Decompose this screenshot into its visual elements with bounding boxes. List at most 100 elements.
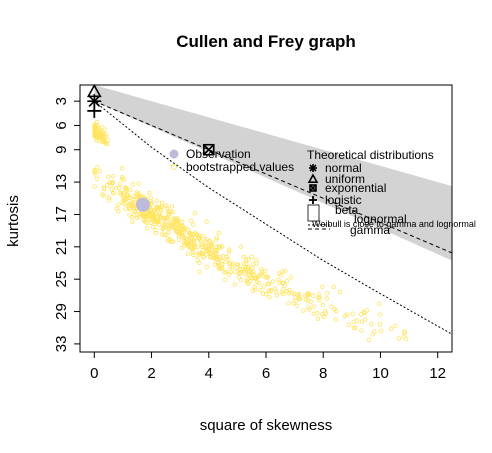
bootstrap-point bbox=[329, 304, 334, 309]
bootstrap-point bbox=[195, 244, 200, 250]
y-tick-label: 29 bbox=[53, 303, 70, 320]
bootstrap-point bbox=[109, 181, 114, 186]
bootstrap-point bbox=[114, 206, 119, 211]
bootstrap-point bbox=[344, 312, 350, 317]
bootstrap-point bbox=[113, 186, 119, 191]
bootstrap-point bbox=[266, 281, 272, 287]
y-tick-label: 21 bbox=[53, 238, 70, 255]
bootstrap-point bbox=[93, 124, 98, 130]
y-tick-label: 17 bbox=[53, 206, 70, 223]
bootstrap-point bbox=[385, 359, 389, 363]
bootstrap-point bbox=[166, 224, 171, 230]
legend-beta-label: beta bbox=[335, 203, 359, 217]
bootstrap-point bbox=[237, 266, 242, 272]
bootstrap-point bbox=[232, 282, 238, 287]
bootstrap-point bbox=[317, 298, 322, 303]
bootstrap-point bbox=[104, 141, 109, 147]
lognormal-curve bbox=[93, 100, 452, 335]
bootstrap-point bbox=[186, 227, 191, 233]
bootstrap-point bbox=[101, 193, 106, 199]
bootstrap-point bbox=[154, 198, 160, 204]
x-tick-label: 2 bbox=[147, 365, 155, 382]
bootstrap-point bbox=[321, 314, 326, 319]
bootstrap-point bbox=[121, 195, 126, 201]
bootstrap-point bbox=[296, 296, 302, 301]
bootstrap-point bbox=[117, 186, 122, 191]
bootstrap-point bbox=[204, 219, 209, 224]
y-axis-label: kurtosis bbox=[5, 195, 22, 247]
bootstrap-point bbox=[153, 221, 158, 227]
bootstrap-point bbox=[241, 254, 247, 260]
bootstrap-point bbox=[279, 273, 284, 278]
bootstrap-point bbox=[226, 272, 232, 277]
bootstrap-point bbox=[154, 204, 159, 210]
bootstrap-point bbox=[263, 291, 269, 297]
bootstrap-point bbox=[170, 216, 176, 222]
bootstrap-point bbox=[143, 219, 148, 224]
bootstrap-point bbox=[306, 291, 311, 297]
bootstrap-point bbox=[123, 206, 128, 212]
bootstrap-point bbox=[157, 210, 162, 216]
legend-theoretical-title: Theoretical distributions bbox=[307, 148, 434, 162]
bootstrap-point bbox=[362, 310, 367, 316]
bootstrap-point bbox=[180, 223, 185, 228]
bootstrap-point bbox=[169, 204, 175, 209]
bootstrap-point bbox=[246, 264, 251, 270]
bootstrap-point bbox=[158, 215, 163, 220]
bootstrap-point bbox=[238, 277, 244, 283]
bootstrap-point bbox=[95, 176, 100, 182]
bootstrap-point bbox=[216, 230, 222, 236]
bootstrap-point bbox=[227, 249, 232, 254]
bootstrap-point bbox=[94, 119, 100, 125]
bootstrap-point bbox=[119, 166, 125, 171]
legend-exponential-label: exponential bbox=[325, 181, 386, 195]
bootstrap-point bbox=[153, 230, 158, 236]
bootstrap-point bbox=[147, 211, 152, 216]
bootstrap-point bbox=[186, 243, 192, 249]
bootstrap-point bbox=[359, 319, 365, 324]
bootstrap-point bbox=[101, 186, 107, 191]
bootstrap-point bbox=[250, 265, 255, 270]
bootstrap-point bbox=[368, 322, 374, 327]
bootstrap-point bbox=[157, 218, 163, 223]
bootstrap-point bbox=[130, 219, 135, 224]
bootstrap-point bbox=[307, 307, 312, 312]
bootstrap-point bbox=[106, 174, 111, 180]
legend-observation-symbol bbox=[169, 149, 179, 159]
bootstrap-point bbox=[268, 287, 273, 293]
bootstrap-point bbox=[362, 317, 368, 322]
observation-point bbox=[135, 197, 150, 212]
bootstrap-point bbox=[286, 290, 292, 296]
bootstrap-point bbox=[128, 207, 133, 212]
bootstrap-point bbox=[400, 353, 404, 357]
legend-layer: Observation bootstrapped values Theoreti… bbox=[169, 147, 476, 237]
bootstrap-point bbox=[230, 265, 235, 270]
bootstrap-point bbox=[181, 230, 186, 235]
bootstrap-point bbox=[104, 183, 110, 188]
reference-lines-layer bbox=[93, 100, 452, 335]
bootstrap-point bbox=[153, 227, 158, 233]
bootstrap-point bbox=[346, 322, 351, 327]
bootstrap-point bbox=[378, 312, 383, 317]
bootstrap-point bbox=[170, 209, 176, 215]
bootstrap-point bbox=[192, 210, 197, 216]
bootstrap-point bbox=[443, 355, 447, 359]
bootstrap-point bbox=[265, 274, 270, 279]
bootstrap-point bbox=[92, 123, 97, 129]
bootstrap-point bbox=[92, 169, 97, 174]
bootstrap-point bbox=[396, 336, 402, 341]
bootstrap-point bbox=[109, 186, 114, 192]
bootstrap-point bbox=[276, 277, 281, 283]
theoretical-markers-layer bbox=[86, 83, 215, 212]
bootstrap-point bbox=[227, 264, 233, 270]
bootstrap-point bbox=[289, 291, 295, 296]
bootstrap-point bbox=[155, 205, 160, 210]
bootstrap-point bbox=[263, 268, 268, 274]
bootstrap-point bbox=[197, 269, 202, 275]
bootstrap-point bbox=[281, 280, 286, 286]
bootstrap-point bbox=[254, 261, 260, 266]
bootstrap-point bbox=[144, 225, 150, 231]
x-tick-label: 6 bbox=[262, 365, 270, 382]
bootstrap-point bbox=[351, 325, 356, 331]
bootstrap-point bbox=[147, 190, 152, 196]
